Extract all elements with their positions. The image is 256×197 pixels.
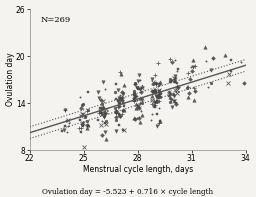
- Y-axis label: Ovulation day: Ovulation day: [6, 53, 15, 106]
- X-axis label: Menstrual cycle length, days: Menstrual cycle length, days: [82, 165, 193, 174]
- Text: Ovulation day = -5.523 + 0.716 × cycle length: Ovulation day = -5.523 + 0.716 × cycle l…: [42, 188, 214, 196]
- Text: N=269: N=269: [40, 16, 71, 24]
